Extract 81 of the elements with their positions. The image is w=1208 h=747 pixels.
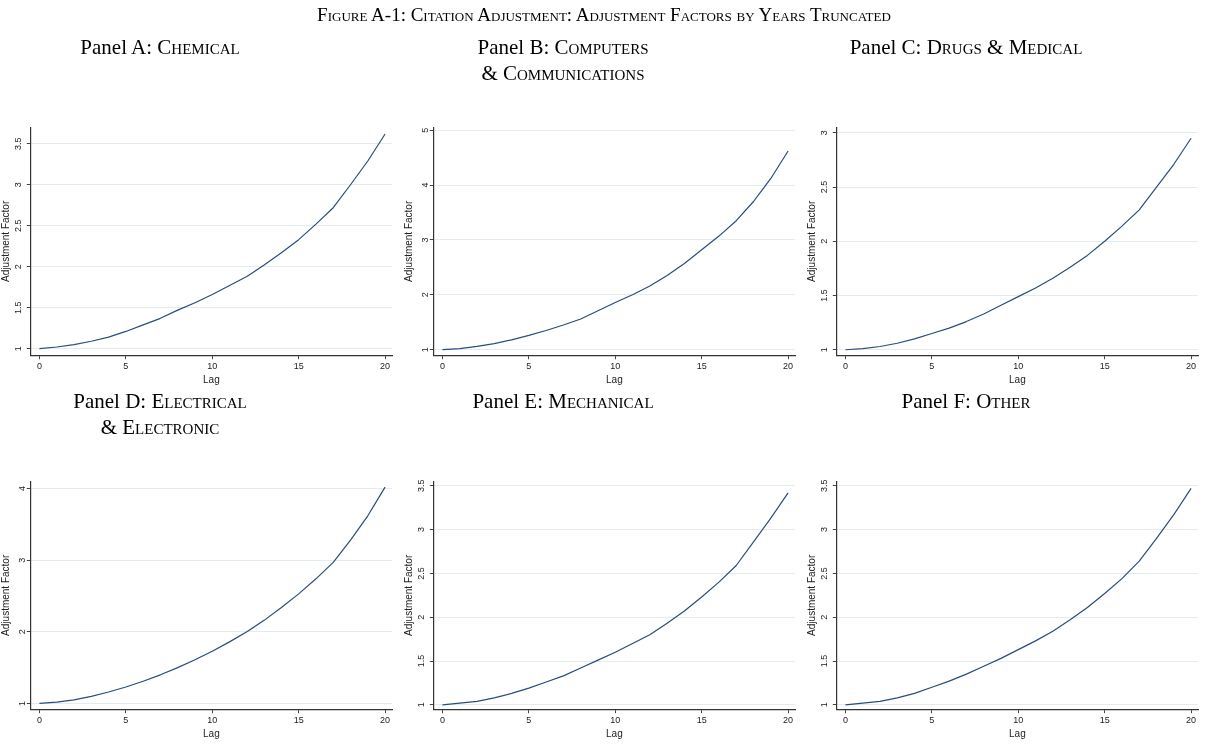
x-tick-label: 20: [783, 361, 794, 372]
chart-title: Panel A: Chemical: [79, 34, 241, 61]
x-tick-label: 15: [1099, 715, 1110, 726]
y-tick-label: 1.5: [819, 654, 830, 668]
x-tick-label: 20: [783, 715, 794, 726]
chart-title: Panel B: Computers & Communications: [476, 34, 650, 87]
y-tick-label: 2.5: [819, 180, 830, 194]
y-tick-label: 4: [419, 182, 430, 188]
y-tick-label: 4: [16, 486, 27, 492]
x-tick-label: 0: [36, 715, 42, 726]
y-tick-label: 2: [16, 629, 27, 635]
y-axis-title: Adjustment Factor: [805, 554, 817, 636]
text: Figure A-1: Citation Adjustment: Adjustment Factors by Years Truncated: [316, 3, 892, 27]
y-tick-label: 1: [416, 702, 427, 708]
y-tick-label: 2: [416, 614, 427, 620]
y-tick-label: 3.5: [13, 137, 24, 151]
x-tick-label: 5: [929, 361, 935, 372]
x-tick-label: 15: [293, 715, 304, 726]
x-axis-title: Lag: [203, 727, 220, 739]
y-axis-title: Adjustment Factor: [805, 200, 817, 282]
x-tick-label: 10: [1013, 361, 1024, 372]
y-tick-label: 1: [13, 346, 24, 352]
y-tick-label: 3.5: [819, 479, 830, 493]
x-axis-title: Lag: [1009, 373, 1026, 385]
y-axis-title: Adjustment Factor: [0, 200, 11, 282]
y-tick-label: 2: [13, 264, 24, 270]
x-tick-label: 15: [293, 361, 304, 372]
x-tick-label: 5: [526, 715, 532, 726]
x-tick-label: 10: [1013, 715, 1024, 726]
y-tick-label: 2: [819, 238, 830, 244]
y-tick-label: 3: [819, 527, 830, 533]
y-tick-label: 1.5: [819, 289, 830, 302]
x-tick-label: 10: [610, 361, 621, 372]
y-tick-label: 1: [819, 702, 830, 708]
y-tick-label: 3: [419, 237, 430, 243]
x-axis-title: Lag: [203, 373, 220, 385]
x-tick-label: 5: [123, 361, 129, 372]
x-tick-label: 0: [842, 715, 848, 726]
x-tick-label: 20: [380, 361, 391, 372]
x-tick-label: 20: [1186, 361, 1197, 372]
x-tick-label: 15: [1099, 361, 1110, 372]
y-tick-label: 3.5: [416, 479, 427, 493]
y-axis-title: Adjustment Factor: [402, 200, 414, 282]
x-tick-label: 0: [842, 361, 848, 372]
x-tick-label: 20: [1186, 715, 1197, 726]
x-axis-title: Lag: [606, 727, 623, 739]
x-axis-title: Lag: [606, 373, 623, 385]
x-axis-title: Lag: [1009, 727, 1026, 739]
y-axis-title: Adjustment Factor: [402, 554, 414, 636]
x-tick-label: 0: [439, 361, 445, 372]
x-tick-label: 0: [439, 715, 445, 726]
x-tick-label: 20: [380, 715, 391, 726]
y-tick-label: 3: [819, 130, 830, 136]
y-tick-label: 3: [13, 182, 24, 188]
y-tick-label: 3: [416, 527, 427, 533]
y-tick-label: 1.5: [13, 301, 24, 314]
y-tick-label: 2.5: [819, 567, 830, 580]
y-tick-label: 2.5: [13, 219, 24, 232]
y-axis-title: Adjustment Factor: [0, 554, 11, 636]
y-tick-label: 2: [819, 614, 830, 620]
x-tick-label: 15: [696, 715, 707, 726]
x-tick-label: 5: [929, 715, 935, 726]
y-tick-label: 5: [419, 127, 430, 133]
x-tick-label: 0: [36, 361, 42, 372]
y-tick-label: 2: [419, 292, 430, 298]
x-tick-label: 10: [610, 715, 621, 726]
chart-title: Panel D: Electrical & Electronic: [72, 388, 248, 441]
x-tick-label: 5: [526, 361, 532, 372]
y-tick-label: 1: [819, 347, 830, 353]
y-tick-label: 1: [419, 347, 430, 353]
chart-title: Panel E: Mechanical: [471, 388, 655, 415]
x-tick-label: 15: [696, 361, 707, 372]
y-tick-label: 3: [16, 557, 27, 563]
y-tick-label: 1.5: [416, 654, 427, 668]
chart-title: Panel C: Drugs & Medical: [848, 34, 1084, 61]
x-tick-label: 10: [207, 361, 218, 372]
x-tick-label: 5: [123, 715, 129, 726]
y-tick-label: 2.5: [416, 567, 427, 580]
y-tick-label: 1: [16, 700, 27, 706]
x-tick-label: 10: [207, 715, 218, 726]
chart-title: Panel F: Other: [900, 388, 1032, 415]
